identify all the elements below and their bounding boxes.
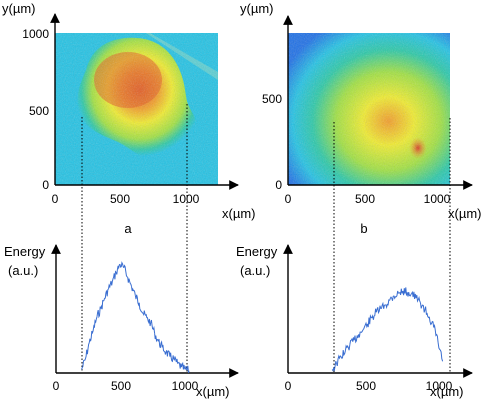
profile-b-segment-5 (353, 334, 360, 344)
heatmap-a-noise (55, 33, 218, 185)
profile-b-segment-8 (367, 314, 373, 328)
profile-a-xtick-1000: 1000 (172, 379, 199, 393)
heatmap-a (55, 33, 218, 185)
heatmap-a-ytick-0: 0 (42, 178, 49, 192)
profile-a-segment-26 (180, 361, 186, 370)
profile-b-segment-22 (428, 316, 435, 328)
profile-a-segment-9 (115, 263, 121, 275)
profile-b-segment-17 (406, 291, 413, 297)
profile-a-segment-10 (119, 261, 125, 268)
heatmap-b (288, 33, 450, 185)
heatmap-b-ytick-0: 0 (275, 178, 282, 192)
profile-b-series (331, 287, 444, 372)
profile-a-ylabel-line1: Energy (4, 244, 46, 259)
profile-a-segment-6 (104, 288, 109, 299)
heatmap-a-xtick-1000: 1000 (173, 192, 200, 206)
profile-a-segment-16 (142, 310, 148, 319)
profile-a-segment-0 (81, 358, 86, 370)
profile-a-ylabel-line2: (a.u.) (8, 263, 38, 278)
profile-a-xtick-500: 500 (111, 379, 131, 393)
profile-a-segment-14 (134, 294, 140, 307)
profile-b-segment-20 (420, 302, 426, 313)
profile-b-segment-10 (375, 305, 382, 315)
profile-a-segment-3 (92, 316, 98, 331)
profile-b-segment-6 (358, 329, 364, 338)
profile-a-segment-8 (111, 270, 117, 282)
panel-label-b: b (360, 221, 367, 236)
heatmap-b-xtick-500: 500 (355, 192, 375, 206)
heatmap-a-ylabel: y(µm) (2, 1, 35, 16)
profile-b-segment-14 (393, 290, 399, 300)
profile-a-segment-18 (150, 319, 156, 334)
profile-b-segment-9 (371, 308, 377, 320)
heatmap-a-ytick-1000: 1000 (22, 27, 49, 41)
heatmap-b-ytick-500: 500 (262, 92, 282, 106)
profile-b-xlabel: x(µm) (430, 384, 463, 399)
heatmap-a-xtick-0: 0 (52, 192, 59, 206)
profile-a-segment-21 (161, 344, 167, 355)
profile-a-xtick-0: 0 (53, 379, 60, 393)
profile-b-xtick-0: 0 (285, 379, 292, 393)
profile-b-xtick-1000: 1000 (426, 379, 453, 393)
profile-b-segment-24 (437, 342, 444, 362)
profile-b-segment-7 (362, 321, 368, 331)
profile-b-segment-12 (385, 299, 390, 310)
profile-a-segment-17 (146, 317, 152, 327)
profile-a-segment-12 (127, 277, 132, 287)
profile-a-xlabel: x(µm) (196, 384, 229, 399)
profile-a-segment-23 (169, 352, 175, 363)
profile-b-segment-21 (424, 306, 430, 319)
heatmap-a-xlabel: x(µm) (222, 206, 255, 221)
profile-b-segment-11 (380, 301, 386, 310)
profile-b-segment-15 (398, 288, 404, 296)
profile-a-segment-4 (96, 306, 102, 319)
profile-a-segment-7 (108, 280, 113, 289)
heatmap-b-ylabel: y(µm) (240, 1, 273, 16)
profile-a-segment-20 (157, 338, 163, 349)
profile-b-segment-19 (415, 294, 421, 304)
profile-a-segment-15 (138, 302, 144, 314)
profile-a-segment-11 (123, 264, 128, 278)
profile-a-segment-19 (154, 333, 159, 343)
profile-b-segment-3 (344, 344, 351, 351)
profile-b-segment-1 (336, 354, 342, 367)
heatmap-a-xtick-500: 500 (110, 192, 130, 206)
profile-a-segment-22 (165, 350, 171, 357)
profile-a-segment-5 (100, 297, 106, 310)
profile-a-segment-1 (84, 342, 90, 360)
profile-a-segment-25 (177, 361, 182, 369)
heatmap-b-xtick-1000: 1000 (424, 192, 451, 206)
profile-a-series (81, 261, 190, 373)
profile-a-segment-2 (88, 330, 94, 343)
profile-b-segment-0 (331, 361, 338, 372)
profile-b-segment-2 (340, 350, 346, 359)
profile-b-segment-4 (349, 337, 355, 345)
heatmap-b-xtick-0: 0 (285, 192, 292, 206)
heatmap-a-ytick-500: 500 (29, 104, 49, 118)
profile-b-segment-16 (402, 287, 408, 296)
profile-b-xtick-500: 500 (356, 379, 376, 393)
profile-b-segment-18 (411, 290, 417, 299)
profile-a-segment-24 (173, 356, 179, 364)
profile-a-segment-27 (184, 365, 190, 373)
profile-b-segment-13 (389, 295, 395, 301)
profile-b-ylabel-line1: Energy (236, 244, 278, 259)
profile-b-ylabel-line2: (a.u.) (240, 263, 270, 278)
heatmap-b-xlabel: x(µm) (448, 206, 481, 221)
profile-b-segment-23 (433, 323, 439, 343)
profile-a-segment-13 (131, 286, 136, 296)
heatmap-b-noise (288, 33, 450, 185)
panel-label-a: a (124, 221, 132, 236)
